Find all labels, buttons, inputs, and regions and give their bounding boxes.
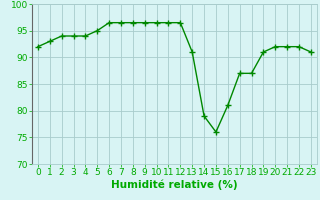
- X-axis label: Humidité relative (%): Humidité relative (%): [111, 180, 238, 190]
